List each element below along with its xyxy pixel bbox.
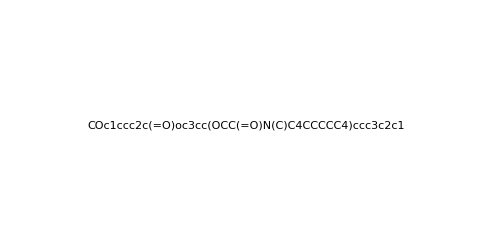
Text: COc1ccc2c(=O)oc3cc(OCC(=O)N(C)C4CCCCC4)ccc3c2c1: COc1ccc2c(=O)oc3cc(OCC(=O)N(C)C4CCCCC4)c… xyxy=(87,121,405,131)
